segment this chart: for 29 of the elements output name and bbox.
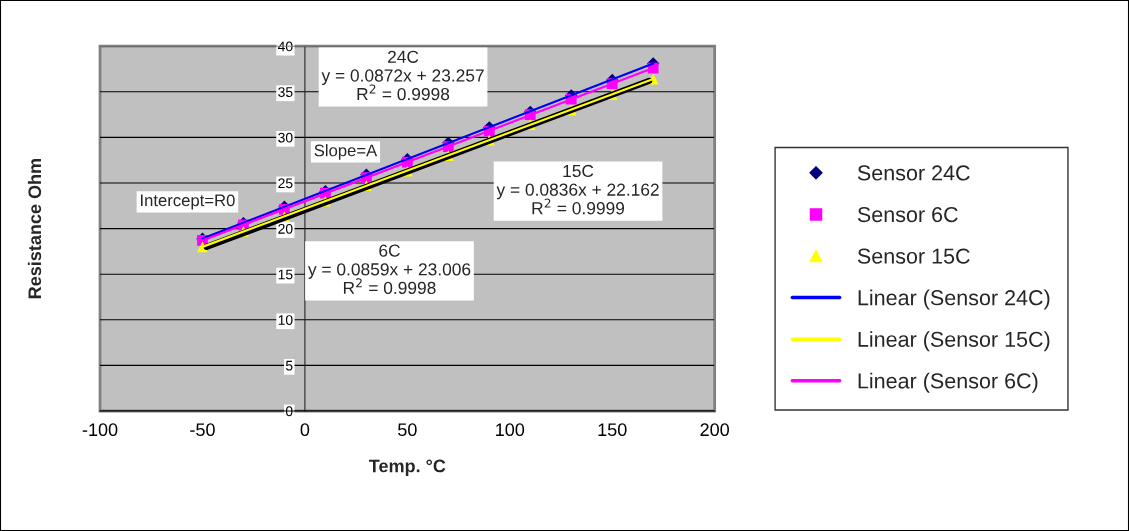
x-tick-label: 50 [398,423,417,437]
legend-label: Sensor 6C [857,206,958,223]
y-tick-label: 40 [277,41,293,52]
legend-label: Linear (Sensor 24C) [858,289,1050,310]
annotation: Slope=A [314,144,378,160]
y-tick-label: 15 [278,269,293,280]
y-tick-label: 20 [278,223,293,234]
x-axis-title: Temp. °C [368,459,446,476]
annotation: 15C y = 0.0836x + 22.162 R$^{2}$ = 0.9999 [496,164,659,215]
annotation: 6C y = 0.0859x + 23.006 R$^{2}$ = 0.9998 [307,244,471,295]
x-tick-label: -50 [190,423,215,437]
annotation: Intercept=R0 [141,194,235,210]
x-tick-label: 100 [496,423,525,437]
legend-label: Sensor 15C [857,248,970,264]
x-tick-label: 200 [700,423,730,437]
y-tick-label: 5 [285,360,293,371]
x-tick-label: -100 [82,423,118,437]
y-tick-label: 10 [278,315,293,325]
y-tick-label: 25 [278,178,293,189]
legend-label: Linear (Sensor 6C) [858,372,1038,393]
legend-label: Linear (Sensor 15C) [858,331,1050,352]
annotation: 24C y = 0.0872x + 23.257 R$^{2}$ = 0.9998 [321,50,484,101]
y-tick-label: 35 [278,87,293,97]
y-tick-label: 30 [278,132,293,143]
y-axis-title: Resistance Ohm [27,158,42,299]
x-tick-label: 0 [300,423,310,437]
legend-label: Sensor 24C [857,165,970,181]
x-tick-label: 150 [598,423,627,437]
y-tick-label: 0 [285,406,293,417]
